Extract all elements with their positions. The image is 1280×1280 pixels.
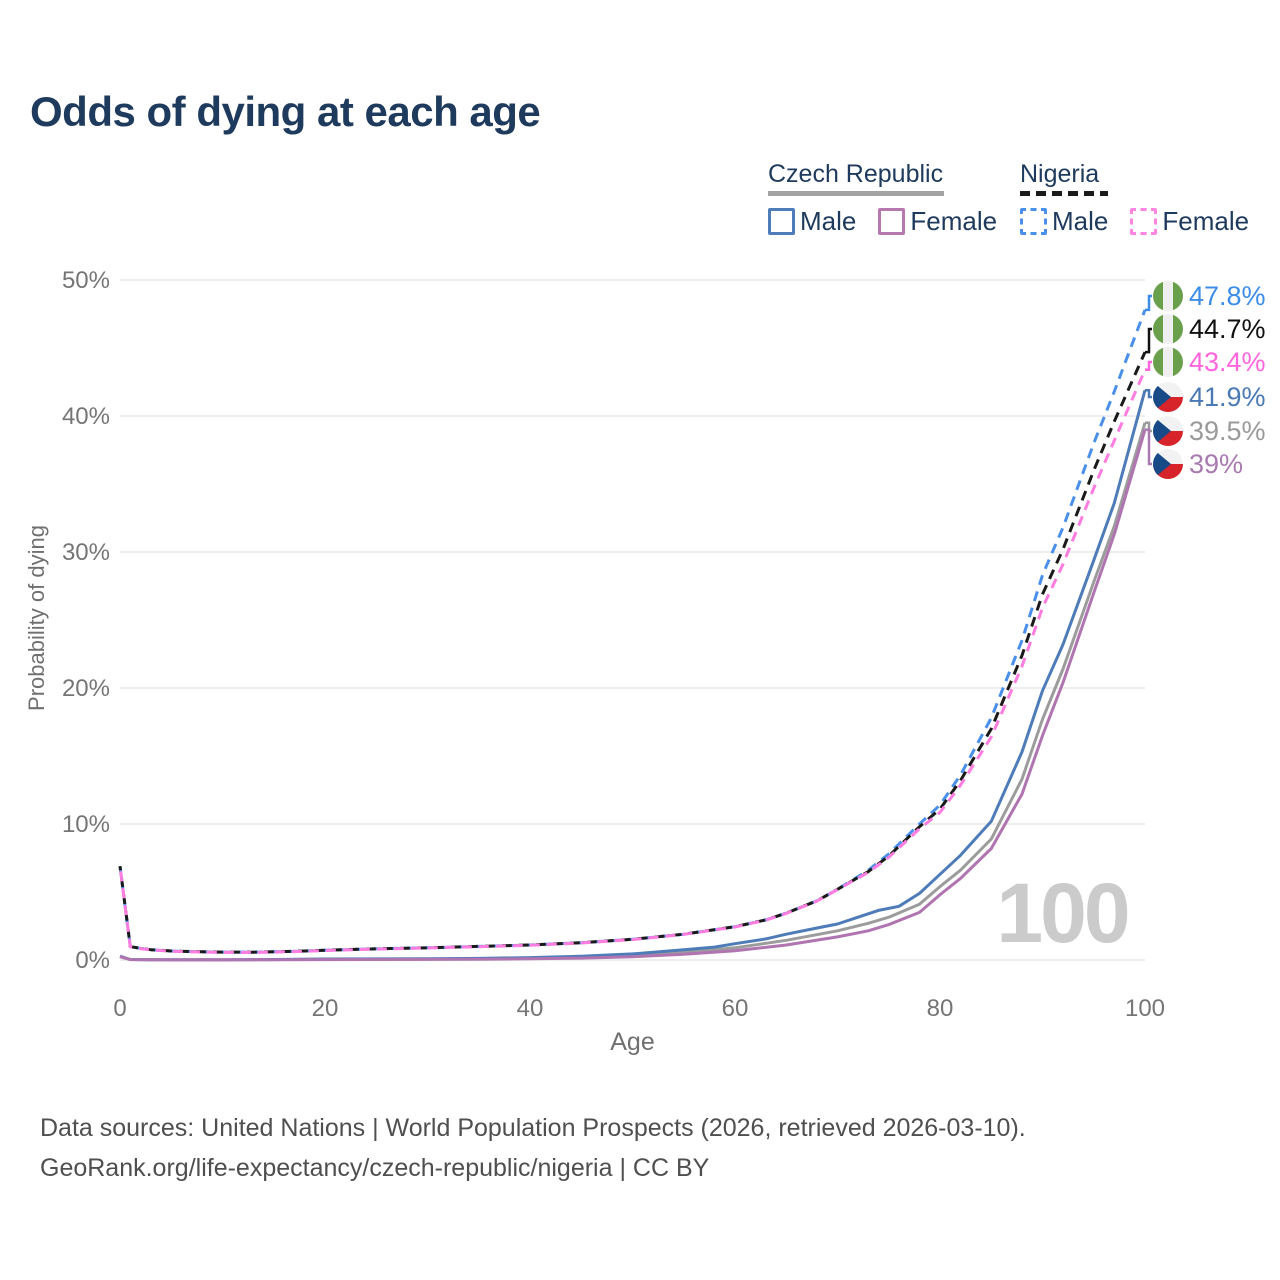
legend-label-czech-male: Male [800, 206, 857, 236]
end-label-value: 44.7% [1189, 314, 1266, 344]
legend-country-czech-republic: Czech Republic [768, 160, 944, 188]
x-axis-title: Age [610, 1028, 654, 1056]
x-tick-label: 60 [722, 995, 749, 1022]
czech-republic-line-key-icon [768, 191, 944, 196]
series-line-czech-republic [119, 422, 1147, 962]
series-line-czech-republic-female [119, 429, 1147, 962]
legend-label-nigeria-female: Female [1162, 206, 1250, 236]
czech-flag-icon [1153, 416, 1183, 446]
series-line-nigeria-female [118, 369, 1147, 954]
czech-male-swatch-icon [768, 208, 795, 235]
end-label-value: 47.8% [1189, 281, 1266, 311]
y-tick-label: 0% [75, 947, 110, 974]
footer-source-line: Data sources: United Nations | World Pop… [40, 1114, 1026, 1142]
end-label-connector [1145, 388, 1152, 399]
end-label-connector [1145, 294, 1152, 312]
y-tick-label: 10% [62, 811, 110, 838]
x-tick-label: 0 [113, 995, 126, 1022]
series-line-nigeria [118, 351, 1147, 954]
czech-flag-icon [1153, 449, 1183, 479]
y-tick-label: 20% [62, 675, 110, 702]
nigeria-male-swatch-icon [1020, 208, 1047, 235]
x-tick-label: 80 [927, 995, 954, 1022]
chart-title: Odds of dying at each age [30, 88, 541, 135]
series-line-nigeria-male [118, 309, 1147, 954]
legend-country-nigeria: Nigeria [1020, 160, 1100, 188]
end-label-value: 39% [1189, 449, 1243, 479]
legend-label-nigeria-male: Male [1052, 206, 1109, 236]
end-label-connector [1145, 428, 1152, 466]
end-label-value: 43.4% [1189, 347, 1266, 377]
legend-group-czech-republic: Czech Republic Male Female [768, 160, 1019, 237]
y-axis-title: Probability of dying [24, 525, 49, 711]
nigeria-flag-icon [1153, 281, 1183, 311]
x-tick-label: 100 [1125, 995, 1165, 1022]
nigeria-female-swatch-icon [1130, 208, 1158, 235]
czech-flag-icon [1153, 382, 1183, 412]
legend-group-nigeria: Nigeria Male Female [1020, 160, 1271, 237]
footer-url-line: GeoRank.org/life-expectancy/czech-republ… [40, 1154, 710, 1182]
y-tick-label: 30% [62, 539, 110, 566]
nigeria-flag-icon [1153, 314, 1183, 344]
x-tick-label: 20 [312, 995, 339, 1022]
watermark-age-counter: 100 [996, 866, 1127, 960]
nigeria-line-key-icon [1020, 191, 1108, 196]
end-label-value: 41.9% [1189, 382, 1266, 412]
data-source-footer: Data sources: United Nations | World Pop… [40, 1108, 1240, 1188]
end-label-value: 39.5% [1189, 416, 1266, 446]
series-line-czech-republic-male [119, 389, 1147, 962]
y-tick-label: 40% [62, 403, 110, 430]
end-label-connector [1145, 360, 1152, 372]
end-label-connector [1145, 327, 1152, 354]
czech-female-swatch-icon [878, 208, 906, 235]
y-tick-label: 50% [62, 267, 110, 294]
nigeria-flag-icon [1153, 347, 1183, 377]
x-tick-label: 40 [517, 995, 544, 1022]
end-label-connector [1145, 421, 1152, 433]
legend-label-czech-female: Female [910, 206, 998, 236]
